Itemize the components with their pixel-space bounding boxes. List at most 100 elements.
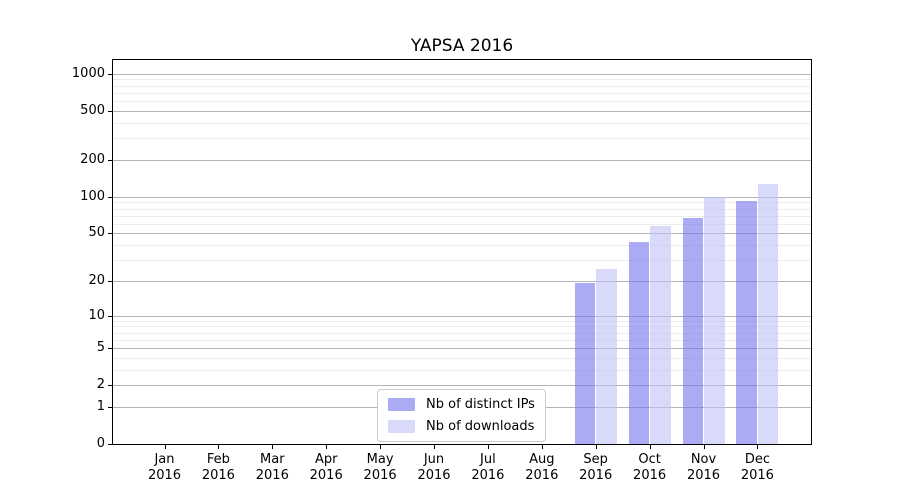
bar-nb-of-distinct-ips-sep	[574, 283, 596, 444]
gridline-major-1000	[113, 73, 811, 75]
x-tick-sep	[595, 444, 597, 449]
y-tick-0	[108, 444, 113, 445]
bar-nb-of-downloads-dec	[757, 184, 779, 444]
gridline-minor-700	[113, 92, 811, 94]
x-month: Nov	[690, 452, 717, 467]
y-tick-10	[108, 315, 113, 317]
y-tick-label-200: 200	[80, 151, 105, 167]
x-month: Dec	[744, 452, 770, 467]
x-tick-label-may: May 2016	[348, 452, 412, 484]
x-tick-label-sep: Sep 2016	[564, 452, 628, 484]
y-tick-label-10: 10	[88, 307, 105, 323]
x-tick-label-nov: Nov 2016	[672, 452, 736, 484]
y-tick-1	[108, 406, 113, 408]
gridline-major-200	[113, 159, 811, 161]
x-tick-jan	[164, 444, 166, 449]
x-year: 2016	[255, 468, 289, 483]
y-tick-label-100: 100	[80, 188, 105, 204]
gridline-minor-9	[113, 320, 811, 322]
bar-nb-of-downloads-oct	[650, 226, 671, 444]
gridline-major-2	[113, 385, 811, 387]
gridline-minor-90	[113, 202, 811, 204]
gridline-minor-400	[113, 122, 811, 124]
x-tick-label-feb: Feb 2016	[186, 452, 250, 484]
x-tick-nov	[703, 444, 705, 449]
gridline-minor-40	[113, 245, 811, 246]
y-tick-label-1000: 1000	[71, 65, 105, 81]
legend-swatch-distinct-ips	[388, 398, 415, 411]
gridline-minor-3	[113, 369, 811, 371]
legend-swatch-downloads	[388, 420, 415, 433]
bar-nb-of-distinct-ips-nov	[682, 217, 703, 444]
x-tick-oct	[649, 444, 651, 449]
x-year: 2016	[417, 468, 451, 483]
gridline-minor-300	[113, 138, 811, 140]
gridline-minor-7	[113, 332, 811, 334]
x-tick-label-dec: Dec 2016	[725, 452, 789, 484]
gridline-minor-60	[113, 223, 811, 225]
y-tick-label-50: 50	[88, 225, 105, 241]
x-month: Jan	[154, 452, 175, 467]
x-month: Jul	[480, 452, 496, 467]
x-tick-label-jan: Jan 2016	[133, 452, 197, 484]
x-month: Mar	[260, 452, 285, 467]
x-year: 2016	[579, 468, 613, 483]
y-tick-label-5: 5	[96, 340, 105, 355]
x-month: Aug	[529, 452, 555, 467]
legend: Nb of distinct IPs Nb of downloads	[377, 389, 546, 442]
gridline-minor-70	[113, 215, 811, 217]
y-tick-label-2: 2	[96, 377, 105, 393]
x-tick-feb	[218, 444, 220, 449]
gridline-major-50	[113, 233, 811, 235]
legend-label-distinct-ips: Nb of distinct IPs	[426, 397, 535, 412]
y-tick-label-500: 500	[80, 102, 105, 118]
gridline-minor-30	[113, 260, 811, 261]
y-tick-500	[108, 110, 113, 112]
y-tick-200	[108, 159, 113, 161]
x-tick-dec	[757, 444, 759, 449]
x-tick-jun	[434, 444, 435, 449]
y-tick-label-1: 1	[96, 398, 105, 414]
y-tick-label-0: 0	[96, 436, 105, 451]
gridline-minor-80	[113, 208, 811, 210]
x-month: May	[366, 452, 394, 467]
x-year: 2016	[740, 468, 774, 483]
gridline-minor-600	[113, 101, 811, 103]
bar-nb-of-distinct-ips-oct	[628, 242, 650, 444]
x-year: 2016	[309, 468, 343, 483]
x-year: 2016	[686, 468, 721, 483]
x-year: 2016	[147, 468, 182, 483]
gridline-minor-8	[113, 326, 811, 328]
x-month: Feb	[206, 452, 230, 467]
x-year: 2016	[201, 468, 235, 483]
gridline-major-5	[113, 348, 811, 349]
y-tick-50	[108, 233, 113, 235]
x-tick-aug	[541, 444, 543, 449]
gridline-minor-800	[113, 85, 811, 87]
gridline-minor-900	[113, 79, 811, 81]
bar-nb-of-downloads-nov	[704, 196, 725, 444]
gridline-minor-6	[113, 339, 811, 341]
y-tick-20	[108, 280, 113, 282]
y-tick-5	[108, 348, 113, 349]
x-tick-label-oct: Oct 2016	[618, 452, 682, 484]
gridline-minor-4	[113, 357, 811, 359]
legend-entry-downloads: Nb of downloads	[388, 419, 535, 434]
gridline-major-500	[113, 110, 811, 112]
x-tick-apr	[326, 444, 328, 449]
x-month: Oct	[638, 452, 661, 467]
x-tick-label-apr: Apr 2016	[294, 452, 358, 484]
y-tick-2	[108, 385, 113, 387]
gridline-major-100	[113, 196, 811, 198]
x-tick-may	[380, 444, 382, 449]
x-tick-label-jun: Jun 2016	[402, 452, 466, 484]
x-month: Sep	[583, 452, 608, 467]
x-month: Apr	[314, 452, 338, 467]
x-year: 2016	[633, 468, 667, 483]
x-tick-jul	[487, 444, 489, 449]
gridline-major-20	[113, 280, 811, 282]
legend-label-downloads: Nb of downloads	[426, 419, 535, 434]
x-month: Jun	[423, 452, 445, 467]
legend-entry-distinct-ips: Nb of distinct IPs	[388, 397, 535, 412]
